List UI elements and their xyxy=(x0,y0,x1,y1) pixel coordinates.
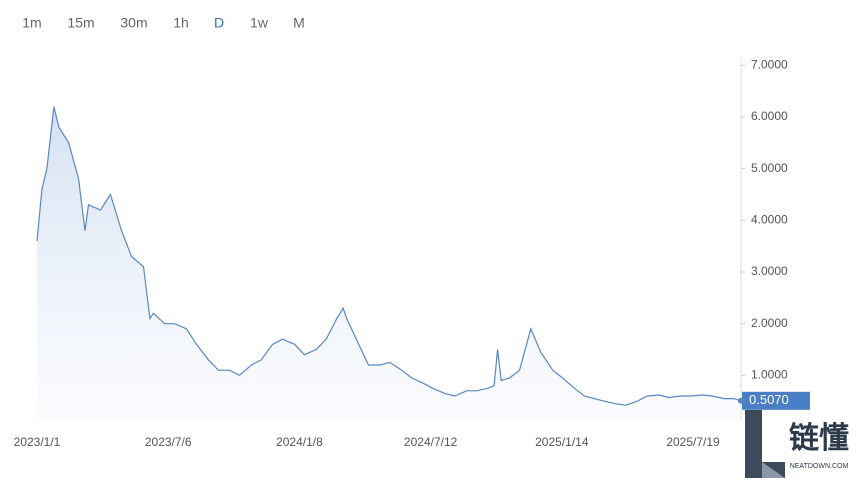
y-tick-label: 7.0000 xyxy=(751,58,788,72)
logo-shade xyxy=(762,462,785,478)
price-dot xyxy=(738,397,744,404)
x-tick-label: 2023/1/1 xyxy=(14,435,61,449)
logo-shape xyxy=(745,410,785,478)
timeframe-button[interactable]: 15m xyxy=(67,15,94,31)
price-box xyxy=(742,391,810,410)
x-tick-label: 2024/1/8 xyxy=(276,435,323,449)
y-tick-label: 3.0000 xyxy=(751,264,788,278)
x-tick-label: 2025/1/14 xyxy=(535,435,589,449)
timeframe-button[interactable]: 30m xyxy=(120,15,147,31)
y-tick-label: 4.0000 xyxy=(751,213,788,227)
y-tick-label: 5.0000 xyxy=(751,161,788,175)
x-tick-label: 2024/7/12 xyxy=(404,435,458,449)
timeframe-button[interactable]: 1m xyxy=(22,15,41,31)
y-tick-label: 6.0000 xyxy=(751,109,788,123)
y-tick-label: 1.0000 xyxy=(751,368,788,382)
watermark-subtext: NEATDOWN.COM xyxy=(790,463,849,470)
timeframe-button[interactable]: M xyxy=(293,15,305,31)
timeframe-button[interactable]: 1h xyxy=(173,15,189,31)
timeframe-button[interactable]: D xyxy=(214,15,224,31)
y-tick-label: 2.0000 xyxy=(751,316,788,330)
x-tick-label: 2023/7/6 xyxy=(145,435,192,449)
x-tick-label: 2025/7/19 xyxy=(666,435,720,449)
line xyxy=(36,106,742,406)
watermark: 链懂 NEATDOWN.COM xyxy=(745,410,849,478)
area xyxy=(37,106,741,420)
timeframe-button[interactable]: 1w xyxy=(250,15,269,31)
price-label: 0.5070 xyxy=(749,392,789,407)
watermark-text: 链懂 xyxy=(789,421,849,455)
